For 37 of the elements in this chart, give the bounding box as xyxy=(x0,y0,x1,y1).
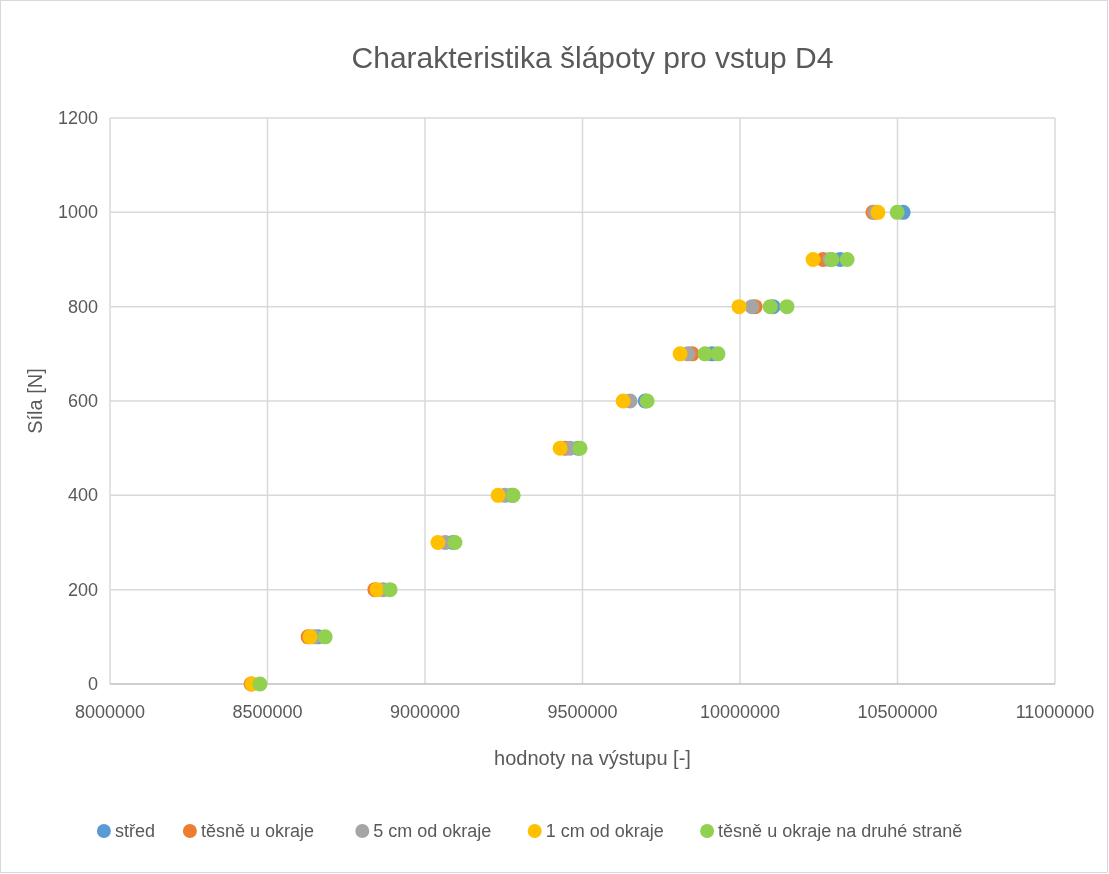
point xyxy=(252,676,268,692)
y-tick-label: 1200 xyxy=(57,108,98,128)
y-tick-label: 0 xyxy=(87,674,98,694)
point xyxy=(672,346,688,362)
x-tick-label: 10000000 xyxy=(699,702,781,722)
point xyxy=(430,535,446,550)
point xyxy=(615,393,631,409)
x-tick-label: 9500000 xyxy=(547,702,618,722)
point xyxy=(317,629,333,645)
x-axis-title: hodnoty na výstupu [-] xyxy=(494,747,691,769)
chart-title: Charakteristika šlápoty pro vstup D4 xyxy=(351,41,834,74)
point xyxy=(805,252,821,267)
y-axis-title: Síla [N] xyxy=(24,368,46,434)
x-tick-label: 10500000 xyxy=(857,702,938,722)
point xyxy=(697,346,713,362)
y-tick-label: 400 xyxy=(67,485,98,506)
y-tick-label: 600 xyxy=(67,391,98,411)
x-tick-label: 8000000 xyxy=(74,702,146,722)
point xyxy=(382,582,398,598)
x-tick-label: 9000000 xyxy=(389,702,461,722)
legend-label: 5 cm od okraje xyxy=(373,821,492,841)
x-tick-label: 11000000 xyxy=(1015,702,1095,722)
point xyxy=(779,299,795,315)
point xyxy=(552,440,568,456)
point xyxy=(839,252,855,267)
legend-label: těsně u okraje xyxy=(200,821,314,841)
y-tick-label: 800 xyxy=(67,296,98,317)
point xyxy=(889,204,905,220)
point xyxy=(731,299,747,315)
legend-label: 1 cm od okraje xyxy=(545,821,664,841)
y-tick-label: 200 xyxy=(67,579,98,600)
legend-label: střed xyxy=(114,821,155,841)
y-tick-label: 1000 xyxy=(57,202,98,223)
point xyxy=(710,346,726,362)
x-tick-label: 8500000 xyxy=(232,702,303,722)
legend-label: těsně u okraje na druhé straně xyxy=(718,821,963,841)
point xyxy=(490,487,506,503)
